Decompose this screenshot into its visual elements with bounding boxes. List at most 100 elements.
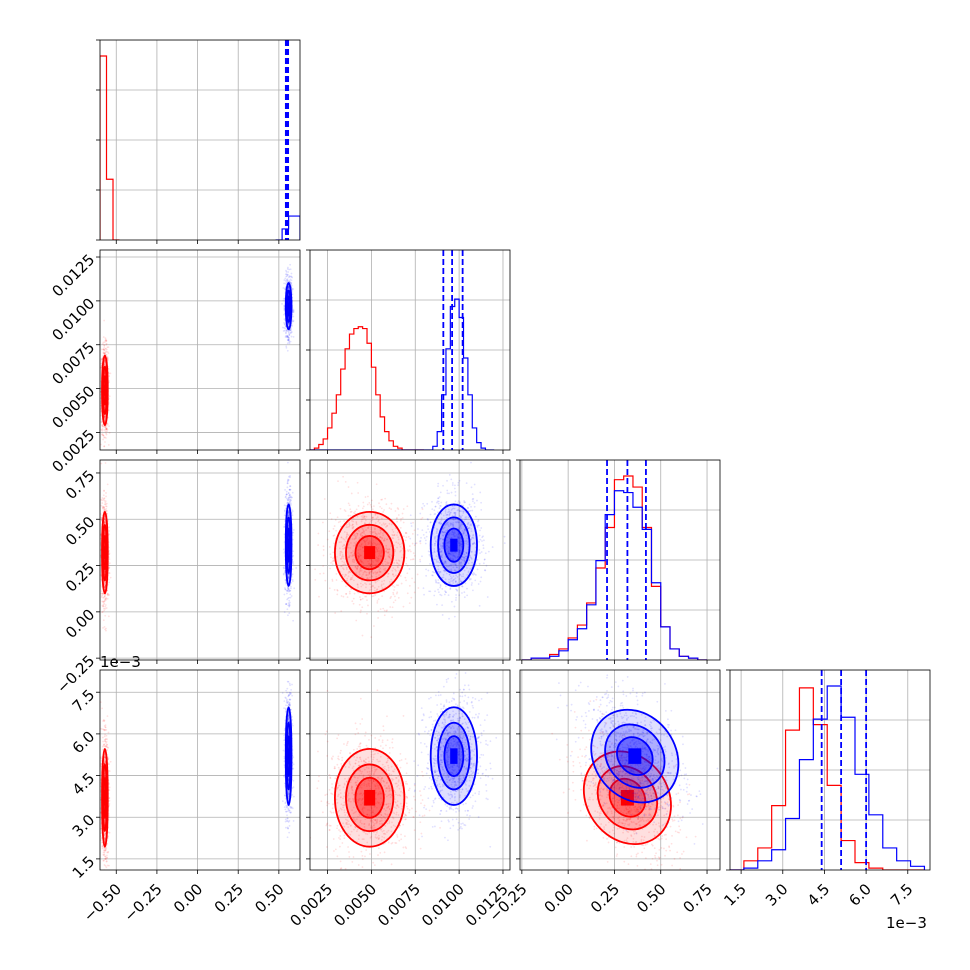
scatter-point bbox=[385, 503, 388, 506]
scatter-point bbox=[286, 268, 289, 270]
scatter-point bbox=[104, 436, 106, 439]
scatter-point bbox=[371, 542, 374, 545]
scatter-point bbox=[102, 505, 104, 508]
scatter-point bbox=[103, 507, 105, 510]
scatter-point bbox=[419, 558, 421, 561]
offset-text-bottom: 1e−3 bbox=[886, 914, 927, 932]
scatter-point bbox=[457, 533, 460, 535]
scatter-point bbox=[100, 421, 103, 424]
scatter-point bbox=[103, 581, 106, 584]
scatter-point bbox=[103, 595, 106, 598]
scatter-point bbox=[103, 506, 106, 509]
scatter-point bbox=[379, 543, 381, 546]
scatter-point bbox=[387, 551, 390, 554]
scatter-point bbox=[410, 522, 412, 525]
scatter-point bbox=[394, 510, 397, 512]
scatter-point bbox=[406, 549, 409, 551]
scatter-point bbox=[369, 540, 371, 543]
scatter-point bbox=[352, 527, 354, 530]
scatter-point bbox=[411, 558, 414, 561]
scatter-point bbox=[397, 514, 400, 516]
scatter-point bbox=[359, 598, 362, 601]
scatter-point bbox=[101, 593, 104, 595]
scatter-point bbox=[98, 499, 100, 501]
contour-line bbox=[345, 523, 395, 582]
scatter-point bbox=[284, 324, 286, 326]
scatter-point bbox=[376, 572, 379, 574]
scatter-point bbox=[449, 512, 451, 515]
scatter-point bbox=[281, 302, 283, 305]
scatter-point bbox=[472, 573, 475, 576]
scatter-point bbox=[374, 564, 377, 567]
scatter-point bbox=[347, 486, 350, 488]
scatter-point bbox=[466, 522, 469, 525]
scatter-point bbox=[287, 285, 290, 288]
scatter-point bbox=[348, 523, 351, 526]
scatter-point bbox=[103, 360, 106, 362]
scatter-point bbox=[396, 565, 399, 568]
scatter-point bbox=[341, 553, 344, 556]
scatter-point bbox=[102, 348, 105, 351]
scatter-point bbox=[105, 428, 108, 431]
scatter-point bbox=[105, 505, 107, 508]
scatter-point bbox=[343, 538, 346, 541]
scatter-point bbox=[370, 571, 373, 573]
scatter-point bbox=[377, 598, 380, 601]
scatter-point bbox=[358, 555, 361, 558]
scatter-point bbox=[405, 562, 408, 565]
scatter-point bbox=[288, 588, 291, 591]
scatter-point bbox=[107, 352, 110, 355]
scatter-point bbox=[381, 536, 384, 539]
histogram-red bbox=[310, 326, 425, 450]
scatter-point bbox=[103, 509, 105, 511]
scatter-point bbox=[108, 431, 111, 434]
scatter-point bbox=[106, 357, 109, 360]
scatter-point bbox=[387, 550, 390, 553]
scatter-point bbox=[449, 575, 452, 578]
scatter-point bbox=[409, 550, 412, 553]
scatter-point bbox=[103, 497, 106, 500]
scatter-point bbox=[380, 517, 383, 520]
scatter-point bbox=[457, 537, 460, 540]
scatter-point bbox=[282, 567, 285, 570]
scatter-point bbox=[360, 520, 363, 523]
scatter-point bbox=[458, 574, 461, 576]
scatter-point bbox=[395, 559, 398, 562]
scatter-point bbox=[104, 351, 107, 354]
scatter-point bbox=[105, 343, 108, 346]
scatter-point bbox=[388, 580, 391, 583]
scatter-point bbox=[446, 536, 449, 539]
scatter-point bbox=[433, 550, 436, 553]
scatter-point bbox=[371, 565, 374, 568]
scatter-point bbox=[282, 548, 285, 551]
scatter-point bbox=[105, 509, 108, 512]
scatter-point bbox=[453, 512, 456, 515]
scatter-point bbox=[329, 553, 332, 556]
scatter-point bbox=[287, 577, 290, 580]
scatter-point bbox=[351, 523, 354, 526]
scatter-point bbox=[356, 583, 359, 586]
scatter-point bbox=[290, 275, 293, 278]
scatter-point bbox=[288, 341, 291, 344]
scatter-point bbox=[357, 556, 360, 559]
scatter-point bbox=[458, 514, 461, 517]
scatter-point bbox=[286, 329, 289, 332]
scatter-point bbox=[476, 558, 479, 561]
scatter-point bbox=[375, 560, 378, 563]
scatter-point bbox=[419, 542, 422, 545]
scatter-point bbox=[448, 473, 451, 476]
scatter-point bbox=[370, 585, 373, 588]
scatter-point bbox=[377, 519, 380, 521]
scatter-point bbox=[349, 554, 351, 557]
scatter-point bbox=[326, 538, 329, 541]
scatter-point bbox=[436, 500, 439, 503]
scatter-point bbox=[442, 527, 444, 530]
scatter-point bbox=[369, 541, 372, 544]
scatter-point bbox=[379, 529, 382, 532]
scatter-point bbox=[284, 571, 286, 574]
scatter-point bbox=[383, 537, 386, 540]
scatter-point bbox=[457, 548, 460, 551]
scatter-point bbox=[402, 605, 405, 608]
scatter-point bbox=[290, 503, 292, 506]
scatter-point bbox=[284, 277, 287, 280]
